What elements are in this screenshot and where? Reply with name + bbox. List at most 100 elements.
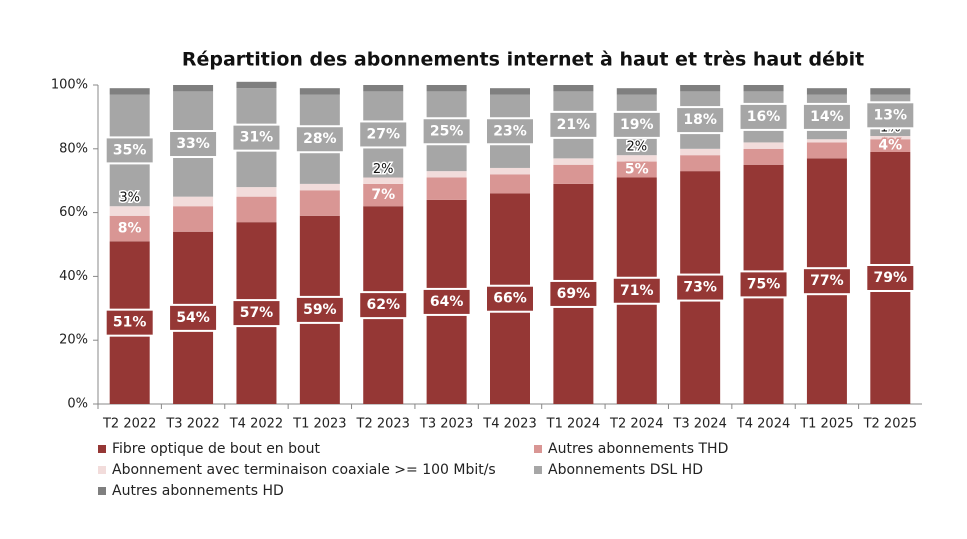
label-box (801, 267, 852, 296)
data-label: 51% (113, 315, 147, 331)
legend-swatch (98, 487, 106, 495)
label-box (358, 120, 409, 149)
data-label: 21% (557, 117, 591, 133)
bar-segment (743, 142, 784, 149)
bar-segment (743, 85, 784, 92)
bar-segment (680, 148, 721, 156)
data-label: 57% (240, 305, 274, 321)
label-box (168, 303, 219, 332)
bar-segment (173, 206, 214, 232)
bar-segment (806, 142, 847, 159)
data-label: 75% (747, 276, 781, 292)
label-box (294, 295, 345, 324)
bar-segment (490, 167, 530, 175)
x-tick-label: T2 2024 (609, 417, 663, 432)
bar-segment (363, 177, 404, 184)
legend-label: Abonnements DSL HD (548, 462, 703, 478)
bar-segment (806, 139, 847, 143)
label-box (865, 263, 916, 292)
bar-segment (173, 85, 214, 92)
bar-segment (490, 174, 530, 194)
legend-swatch (534, 445, 542, 453)
data-label: 2% (373, 162, 394, 177)
bar-segment (870, 136, 911, 140)
y-tick-label: 20% (59, 333, 88, 348)
label-box (865, 101, 916, 130)
bar-segment (553, 158, 594, 165)
x-tick-label: T1 2023 (292, 417, 346, 432)
legend-swatch (98, 445, 106, 453)
bar-segment (616, 161, 657, 178)
data-label: 31% (240, 130, 274, 146)
data-label: 19% (620, 117, 654, 133)
bar-segment (299, 88, 340, 95)
y-tick-label: 40% (59, 269, 88, 284)
data-label: 14% (810, 109, 844, 125)
bar-segment (236, 81, 277, 89)
data-label: 4% (878, 138, 902, 154)
data-label: 8% (118, 221, 142, 237)
label-box (548, 110, 599, 139)
data-label: 73% (683, 280, 717, 296)
data-label: 62% (366, 297, 400, 313)
bar-segment (299, 183, 340, 191)
bar-segment (616, 88, 657, 95)
data-label: 28% (303, 131, 337, 147)
data-label: 33% (176, 136, 210, 152)
x-tick-label: T4 2022 (229, 417, 283, 432)
bar-segment (553, 85, 594, 92)
legend-label: Autres abonnements HD (112, 483, 284, 499)
label-box (675, 273, 726, 302)
x-tick-label: T3 2023 (419, 417, 473, 432)
bar-segment (426, 85, 467, 92)
data-label: 25% (430, 123, 464, 139)
label-box (738, 102, 789, 131)
data-label: 79% (874, 270, 908, 286)
label-box (358, 291, 409, 320)
bar-segment (109, 88, 150, 95)
legend-swatch (534, 466, 542, 474)
bar-segment (109, 215, 150, 242)
label-box (421, 287, 472, 316)
label-box (168, 130, 219, 159)
data-label: 5% (625, 162, 649, 178)
data-label: 35% (113, 142, 147, 158)
bar-segment (680, 155, 721, 172)
bar-segment (299, 190, 340, 216)
bar-segment (490, 88, 530, 95)
label-box (738, 270, 789, 299)
data-label: 59% (303, 302, 337, 318)
label-box (548, 279, 599, 308)
x-tick-label: T1 2025 (799, 417, 853, 432)
data-label: 27% (366, 126, 400, 142)
data-label: 3% (119, 191, 140, 206)
bar-segment (236, 196, 277, 223)
legend-label: Abonnement avec terminaison coaxiale >= … (112, 462, 496, 478)
bar-segment (870, 139, 911, 152)
bar-segment (616, 155, 657, 162)
bar-segment (426, 171, 467, 178)
label-box (104, 136, 155, 165)
x-tick-label: T2 2022 (102, 417, 156, 432)
label-box (485, 284, 535, 313)
label-box (104, 308, 155, 337)
bar-segment (363, 85, 404, 92)
x-tick-label: T2 2023 (356, 417, 410, 432)
bar-segment (870, 88, 911, 95)
data-label: 64% (430, 294, 464, 310)
bar-segment (236, 187, 277, 197)
bar-segment (806, 88, 847, 95)
x-tick-label: T4 2024 (736, 417, 790, 432)
label-box (421, 117, 472, 146)
label-box (611, 276, 662, 305)
data-label: 13% (874, 107, 908, 123)
label-box (611, 110, 662, 139)
bar-segment (553, 164, 594, 184)
label-box (294, 125, 345, 154)
data-label: 23% (493, 123, 527, 139)
data-label: 2% (626, 140, 647, 155)
legend-label: Autres abonnements THD (548, 441, 728, 457)
x-tick-label: T4 2023 (482, 417, 536, 432)
x-tick-label: T2 2025 (863, 417, 917, 432)
